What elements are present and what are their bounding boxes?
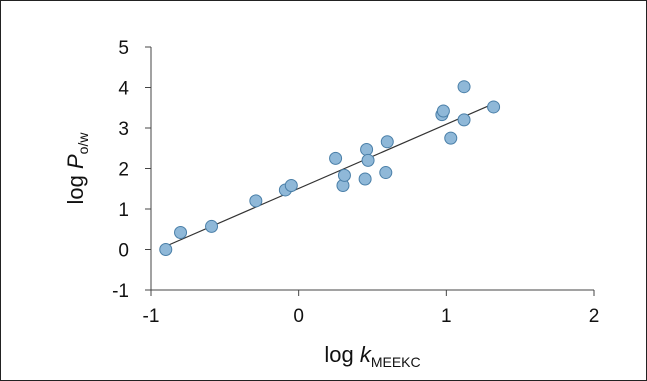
- x-tick-label: 0: [293, 306, 304, 327]
- y-axis-ticks: -1 0 1 2 3 4 5: [112, 38, 151, 302]
- trendlines: [165, 103, 494, 247]
- data-point: [457, 113, 471, 127]
- data-point: [329, 151, 343, 165]
- data-point: [249, 194, 263, 208]
- data-point: [174, 225, 188, 239]
- y-tick-label: 0: [118, 241, 129, 262]
- x-axis-ticks: -1 0 1 2: [143, 290, 600, 327]
- x-axis-title: log kMEEKC: [324, 342, 420, 370]
- y-tick-label: 2: [118, 160, 129, 181]
- trendline: [165, 103, 494, 247]
- y-tick-label: 4: [118, 79, 129, 100]
- x-tick-label: 1: [441, 306, 452, 327]
- x-tick-label: -1: [143, 306, 160, 327]
- y-axis-title-subscript: o/w: [75, 132, 91, 155]
- data-point: [360, 142, 374, 156]
- x-tick-label: 2: [589, 306, 600, 327]
- y-tick-label: 3: [118, 119, 129, 140]
- y-axis-title-prefix: log: [63, 169, 88, 204]
- data-point: [361, 153, 375, 167]
- data-point: [457, 80, 471, 94]
- data-point: [444, 131, 458, 145]
- data-points: [159, 80, 501, 256]
- x-axis-title-prefix: log: [324, 342, 359, 367]
- x-axis-title-subscript: MEEKC: [371, 354, 421, 370]
- data-point: [284, 179, 298, 193]
- y-axis-title: log Po/w: [63, 132, 91, 205]
- y-axis-title-symbol: P: [63, 154, 88, 169]
- y-tick-label: 1: [118, 200, 129, 221]
- data-point: [380, 135, 394, 149]
- axes: [150, 47, 594, 291]
- data-point: [487, 100, 501, 114]
- x-axis-title-symbol: k: [360, 342, 372, 367]
- data-point: [205, 219, 219, 233]
- y-tick-label: 5: [118, 38, 129, 59]
- data-point: [379, 166, 393, 180]
- data-point: [337, 168, 351, 182]
- y-tick-label: -1: [112, 281, 129, 302]
- data-point: [436, 104, 450, 118]
- data-point: [358, 172, 372, 186]
- data-point: [159, 243, 173, 256]
